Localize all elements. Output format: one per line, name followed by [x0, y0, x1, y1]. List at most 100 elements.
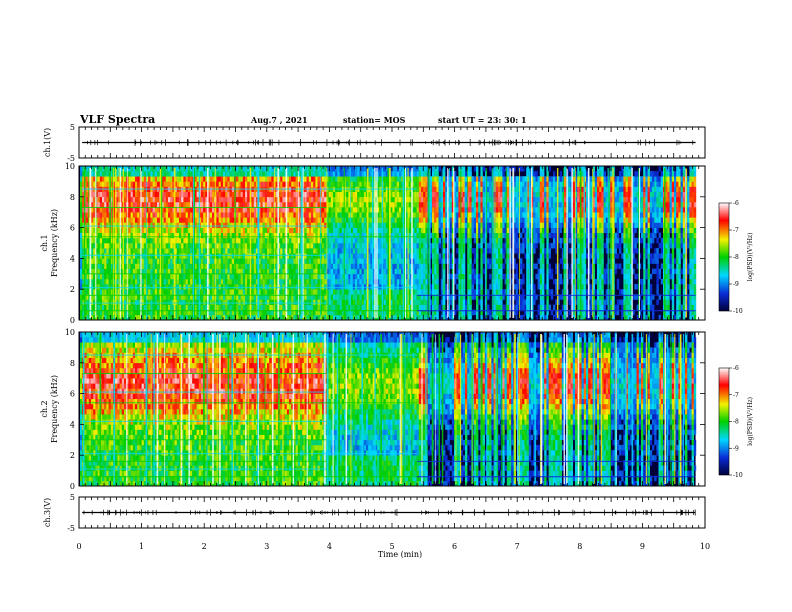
spectrogram-cell	[198, 243, 202, 249]
spectrogram-cell	[317, 232, 320, 239]
spectrogram-cell	[106, 201, 109, 208]
spectrogram-cell	[218, 253, 221, 259]
spectrogram-cell	[172, 243, 175, 249]
spectrogram-cell	[350, 284, 353, 290]
spectrogram-cell	[337, 289, 340, 295]
spectrogram-cell	[385, 258, 389, 264]
spectrogram-cell	[346, 304, 349, 311]
spectrogram-cell	[236, 314, 239, 321]
spectrogram-cell	[187, 263, 191, 269]
spectrogram-cell	[313, 314, 316, 321]
spectrogram-cell	[295, 207, 298, 213]
spectrogram-cell	[330, 201, 334, 208]
spectrogram-cell	[370, 278, 373, 285]
spectrogram-cell	[97, 171, 100, 177]
spectrogram-cell	[187, 222, 191, 228]
spectrogram-cell	[359, 171, 362, 177]
spectrogram-cell	[258, 253, 261, 259]
spectrogram-cell	[399, 227, 402, 234]
spectrogram-cell	[172, 263, 175, 269]
spectrogram-cell	[240, 304, 243, 311]
spectrogram-cell	[176, 222, 180, 228]
spectrogram-cell	[132, 273, 136, 280]
spectrogram-cell	[124, 181, 127, 187]
spectrogram-cell	[238, 237, 241, 244]
spectrogram-cell	[154, 207, 158, 213]
spectrogram-cell	[253, 268, 257, 275]
spectrogram-cell	[421, 314, 424, 321]
spectrogram-cell	[253, 309, 257, 316]
spectrogram-cell	[150, 166, 153, 172]
spectrogram-cell	[187, 304, 191, 311]
spectrogram-cell	[86, 294, 89, 300]
spectrogram-cell	[256, 237, 259, 244]
spectrogram-cell	[148, 294, 151, 300]
spectrogram-cell	[269, 284, 272, 290]
spectrogram-cell	[421, 304, 424, 311]
spectrogram-cell	[363, 268, 367, 275]
spectrogram-cell	[196, 284, 199, 290]
spectrogram-cell	[102, 263, 105, 269]
spectrogram-cell	[91, 196, 94, 203]
spectrogram-cell	[317, 248, 320, 254]
spectrogram-cell	[148, 196, 151, 203]
spectrogram-cell	[95, 191, 98, 198]
spectrogram-cell	[363, 273, 367, 280]
spectrogram-cell	[308, 196, 312, 203]
spectrogram-cell	[150, 294, 153, 300]
spectrogram-cell	[308, 212, 312, 218]
spectrogram-cell	[308, 253, 312, 259]
spectrogram-cell	[418, 294, 422, 300]
spectrogram-cell	[339, 304, 342, 311]
spectrogram-cell	[146, 176, 149, 182]
spectrogram-cell	[271, 166, 274, 172]
spectrogram-cell	[84, 176, 87, 182]
spectrogram-cell	[405, 227, 408, 234]
spectrogram-cell	[86, 196, 89, 203]
spectrogram-cell	[410, 294, 413, 300]
spectrogram-cell	[95, 299, 98, 305]
spectrogram-cell	[179, 278, 182, 285]
spectrogram-cell	[295, 258, 298, 264]
spectrogram-cell	[258, 237, 261, 244]
spectrogram-cell	[357, 309, 360, 316]
spectrogram-cell	[418, 284, 422, 290]
spectrogram-cell	[359, 217, 362, 223]
spectrogram-cell	[132, 284, 136, 290]
spectrogram-cell	[196, 248, 199, 254]
spectrogram-cell	[106, 314, 109, 321]
spectrogram-cell	[181, 176, 184, 182]
spectrogram-cell	[319, 207, 323, 213]
spectrogram-cell	[132, 258, 136, 264]
spectrogram-cell	[150, 207, 153, 213]
spectrogram-cell	[95, 237, 98, 244]
spectrogram-cell	[311, 253, 314, 259]
spectrogram-cell	[209, 176, 213, 182]
spectrogram-cell	[172, 248, 175, 254]
spectrogram-cell	[337, 222, 340, 228]
spectrogram-cell	[137, 166, 140, 172]
spectrogram-cell	[269, 304, 272, 311]
spectrogram-cell	[258, 263, 261, 269]
spectrogram-cell	[392, 294, 395, 300]
spectrogram-cell	[278, 309, 281, 316]
spectrogram-cell	[324, 171, 327, 177]
spectrogram-cell	[399, 273, 402, 280]
spectrogram-cell	[396, 176, 400, 182]
spectrogram-cell	[352, 289, 356, 295]
spectrogram-cell	[216, 237, 219, 244]
spectrogram-cell	[368, 243, 371, 249]
spectrogram-cell	[97, 232, 100, 239]
spectrogram-cell	[242, 258, 246, 264]
spectrogram-cell	[99, 268, 103, 275]
spectrogram-cell	[95, 314, 98, 321]
spectrogram-cell	[306, 248, 309, 254]
spectrogram-cell	[357, 171, 360, 177]
spectrogram-cell	[344, 294, 347, 300]
spectrogram-cell	[106, 212, 109, 218]
spectrogram-cell	[282, 181, 285, 187]
spectrogram-cell	[223, 268, 226, 275]
spectrogram-cell	[253, 166, 257, 172]
spectrogram-cell	[86, 278, 89, 285]
spectrogram-cell	[412, 268, 415, 275]
